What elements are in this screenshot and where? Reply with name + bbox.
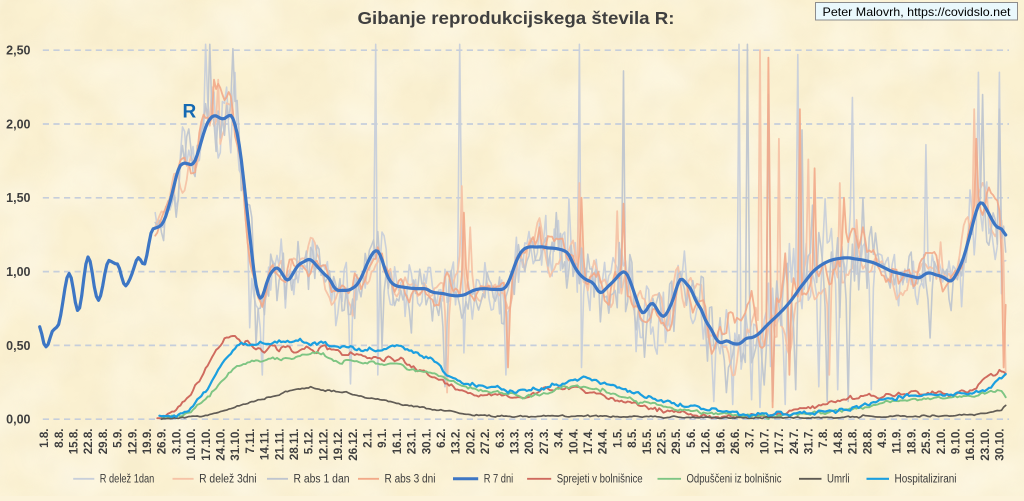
- svg-text:R: R: [183, 102, 197, 123]
- svg-text:Gibanje reprodukcijskega števi: Gibanje reprodukcijskega števila R:: [358, 8, 675, 28]
- svg-text:3.10.: 3.10.: [170, 429, 183, 455]
- svg-text:R abs 3 dni: R abs 3 dni: [385, 474, 436, 486]
- svg-text:21.8.: 21.8.: [847, 429, 860, 455]
- svg-text:4.9.: 4.9.: [876, 429, 889, 448]
- svg-text:16.10.: 16.10.: [964, 429, 977, 461]
- svg-text:24.10.: 24.10.: [215, 429, 228, 461]
- svg-text:R delež 1dan: R delež 1dan: [100, 474, 155, 486]
- svg-text:22.8.: 22.8.: [82, 429, 95, 455]
- svg-text:13.2.: 13.2.: [450, 429, 463, 455]
- svg-text:19.12.: 19.12.: [332, 429, 345, 461]
- svg-text:2,00: 2,00: [6, 117, 30, 131]
- svg-text:31.7.: 31.7.: [803, 429, 816, 455]
- svg-text:28.8.: 28.8.: [861, 429, 874, 455]
- svg-text:9.10.: 9.10.: [950, 429, 963, 455]
- svg-text:27.3.: 27.3.: [538, 429, 551, 455]
- svg-text:28.11.: 28.11.: [288, 429, 301, 461]
- svg-text:1,50: 1,50: [6, 191, 30, 205]
- svg-text:9.1.: 9.1.: [376, 429, 389, 448]
- svg-text:26.9.: 26.9.: [156, 429, 169, 455]
- svg-text:0,00: 0,00: [6, 413, 30, 427]
- svg-text:5.6.: 5.6.: [685, 429, 698, 448]
- svg-text:14.11.: 14.11.: [259, 429, 272, 461]
- svg-text:25.9.: 25.9.: [920, 429, 933, 455]
- svg-text:3.7.: 3.7.: [744, 429, 757, 448]
- svg-text:Umrli: Umrli: [827, 474, 850, 486]
- svg-text:24.7.: 24.7.: [788, 429, 801, 455]
- svg-text:3.4.: 3.4.: [553, 429, 566, 448]
- svg-text:Hospitalizirani: Hospitalizirani: [895, 474, 957, 486]
- svg-text:5.12.: 5.12.: [303, 429, 316, 455]
- svg-text:11.9.: 11.9.: [891, 429, 904, 454]
- svg-text:12.6.: 12.6.: [700, 429, 713, 455]
- svg-text:1.5.: 1.5.: [611, 429, 624, 448]
- svg-text:31.10.: 31.10.: [229, 429, 242, 461]
- svg-text:Peter Malovrh, https://covidsl: Peter Malovrh, https://covidslo.net: [823, 5, 1012, 19]
- svg-text:5.9.: 5.9.: [112, 429, 125, 448]
- svg-text:17.4.: 17.4.: [582, 429, 595, 455]
- svg-text:6.2.: 6.2.: [435, 429, 448, 448]
- svg-text:30.10.: 30.10.: [994, 429, 1007, 461]
- svg-text:8.5.: 8.5.: [626, 429, 639, 448]
- svg-text:17.10.: 17.10.: [200, 429, 213, 461]
- svg-text:10.10.: 10.10.: [185, 429, 198, 461]
- svg-text:10.7.: 10.7.: [758, 429, 771, 455]
- svg-text:22.5.: 22.5.: [656, 429, 669, 455]
- svg-text:8.8.: 8.8.: [53, 429, 66, 448]
- svg-text:Sprejeti v bolnišnice: Sprejeti v bolnišnice: [557, 474, 643, 486]
- svg-text:17.7.: 17.7.: [773, 429, 786, 455]
- svg-text:26.12.: 26.12.: [347, 429, 360, 461]
- svg-text:29.8.: 29.8.: [97, 429, 110, 455]
- svg-text:23.1.: 23.1.: [406, 429, 419, 455]
- svg-text:10.4.: 10.4.: [567, 429, 580, 455]
- svg-text:2,50: 2,50: [6, 44, 30, 58]
- svg-text:R delež 3dni: R delež 3dni: [199, 474, 257, 486]
- svg-text:R abs 1 dan: R abs 1 dan: [294, 474, 350, 486]
- svg-text:23.10.: 23.10.: [979, 429, 992, 461]
- svg-text:13.3.: 13.3.: [509, 429, 522, 455]
- svg-text:14.8.: 14.8.: [832, 429, 845, 455]
- svg-text:20.3.: 20.3.: [523, 429, 536, 455]
- svg-text:18.9.: 18.9.: [905, 429, 918, 455]
- svg-text:24.4.: 24.4.: [597, 429, 610, 455]
- svg-text:21.11.: 21.11.: [273, 429, 286, 461]
- svg-text:12.9.: 12.9.: [126, 429, 139, 455]
- svg-text:16.1.: 16.1.: [391, 429, 404, 455]
- svg-text:Odpuščeni iz bolnišnic: Odpuščeni iz bolnišnic: [687, 474, 782, 486]
- svg-text:1.8.: 1.8.: [38, 429, 51, 448]
- svg-text:2.1.: 2.1.: [362, 429, 375, 448]
- svg-text:15.5.: 15.5.: [641, 429, 654, 455]
- svg-text:0,50: 0,50: [6, 339, 30, 353]
- svg-text:12.12.: 12.12.: [317, 429, 330, 461]
- svg-text:20.2.: 20.2.: [464, 429, 477, 455]
- svg-text:7.8.: 7.8.: [817, 429, 830, 448]
- svg-text:26.6.: 26.6.: [729, 429, 742, 455]
- svg-text:R 7 dni: R 7 dni: [484, 474, 514, 486]
- svg-text:19.9.: 19.9.: [141, 429, 154, 455]
- svg-text:30.1.: 30.1.: [420, 429, 433, 455]
- svg-text:27.2.: 27.2.: [479, 429, 492, 455]
- svg-text:7.11.: 7.11.: [244, 429, 257, 454]
- svg-text:6.3.: 6.3.: [494, 429, 507, 448]
- svg-text:15.8.: 15.8.: [68, 429, 81, 455]
- svg-text:29.5.: 29.5.: [670, 429, 683, 455]
- svg-text:19.6.: 19.6.: [714, 429, 727, 455]
- svg-text:2.10.: 2.10.: [935, 429, 948, 455]
- svg-text:1,00: 1,00: [6, 265, 30, 279]
